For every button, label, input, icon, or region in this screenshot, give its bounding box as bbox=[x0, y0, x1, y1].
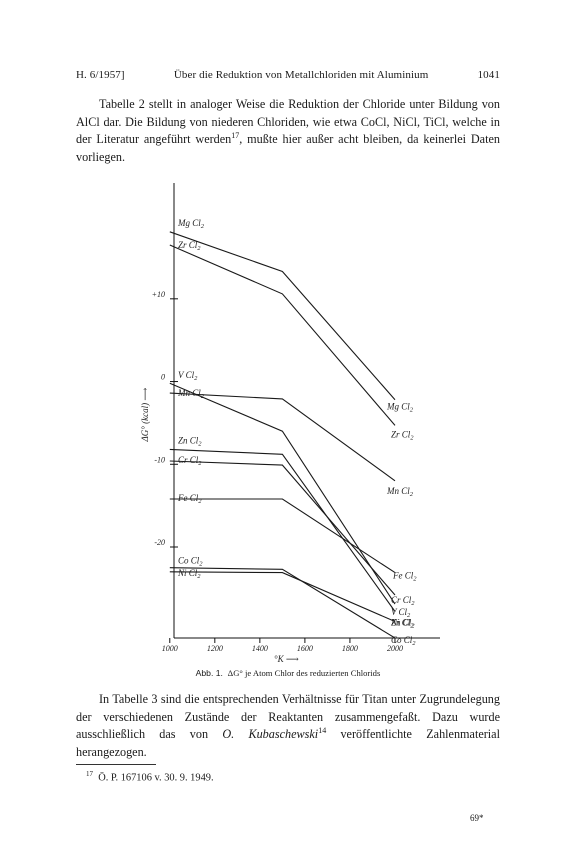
y-axis-label: ΔG° (kcal) ⟶ bbox=[140, 388, 150, 443]
paragraph-1-ref: 17 bbox=[231, 131, 240, 141]
series-right-label-2: Mn Cl2 bbox=[386, 486, 414, 498]
figure-caption-text: ΔG° je Atom Chlor des reduzierten Chlori… bbox=[227, 668, 381, 678]
figure-caption: Abb. 1. ΔG° je Atom Chlor des reduzierte… bbox=[0, 668, 576, 678]
series-line-1 bbox=[169, 244, 396, 426]
series-right-label-1: Zr Cl2 bbox=[391, 429, 414, 441]
footnote-ref: 17 bbox=[86, 770, 93, 778]
paragraph-2-author: O. Kubaschewski bbox=[222, 727, 319, 742]
paragraph-2: In Tabelle 3 sind die entsprechenden Ver… bbox=[76, 691, 500, 761]
series-left-label-1: Zr Cl2 bbox=[178, 240, 201, 252]
series-right-label-5: Cr Cl2 bbox=[391, 595, 415, 607]
series-right-label-0: Mg Cl2 bbox=[386, 402, 414, 414]
figure-caption-label: Abb. 1. bbox=[195, 668, 223, 678]
x-axis-label: °K ⟶ bbox=[274, 654, 299, 664]
series-line-7 bbox=[169, 567, 396, 639]
series-right-label-6: Fe Cl2 bbox=[392, 571, 417, 583]
footnote-text: Ö. P. 167106 v. 30. 9. 1949. bbox=[98, 772, 214, 784]
series-left-label-5: Cr Cl2 bbox=[178, 455, 202, 467]
series-line-2 bbox=[169, 392, 396, 482]
chart-labels: Mg Cl2 Mg Cl2 Zr Cl2 Zr Cl2 Mn Cl2 Mn Cl2 V Cl… bbox=[177, 218, 417, 647]
x-tick-label: 1800 bbox=[342, 644, 358, 653]
series-line-5 bbox=[169, 460, 396, 596]
series-left-label-4: Zn Cl2 bbox=[178, 435, 202, 447]
paragraph-1-text-a: Tabelle 2 stellt in analoger Weise die R… bbox=[76, 97, 500, 147]
y-tick-label: -10 bbox=[154, 455, 165, 464]
header-page-number: 1041 bbox=[477, 69, 500, 81]
series-left-label-7: Co Cl2 bbox=[178, 556, 203, 568]
series-left-label-6: Fe Cl2 bbox=[177, 493, 202, 505]
series-left-label-2: Mn Cl2 bbox=[177, 388, 205, 400]
running-header: H. 6/1957] Über die Reduktion von Metall… bbox=[76, 69, 500, 81]
chart-axes: +10 0 -10 -20 1000 1200 1400 1600 1800 2000 °K ⟶ ΔG… bbox=[140, 183, 440, 664]
series-right-label-8: Ni Cl2 bbox=[390, 617, 414, 629]
series-right-label-4: Zn Cl2 bbox=[391, 618, 415, 630]
series-line-4 bbox=[169, 448, 396, 612]
series-left-label-3: V Cl2 bbox=[178, 370, 198, 382]
x-tick-label: 1200 bbox=[207, 644, 223, 653]
y-tick-label: 0 bbox=[161, 373, 165, 382]
series-left-label-8: Ni Cl2 bbox=[177, 568, 201, 580]
series-left-label-0: Mg Cl2 bbox=[177, 218, 205, 230]
header-volume: H. 6/1957] bbox=[76, 69, 125, 81]
x-tick-label: 1400 bbox=[252, 644, 268, 653]
y-tick-label: +10 bbox=[152, 290, 165, 299]
page-marker: 69* bbox=[470, 813, 484, 823]
series-right-label-7: Co Cl2 bbox=[391, 635, 416, 647]
series-line-0 bbox=[169, 231, 396, 401]
x-tick-label: 2000 bbox=[387, 644, 403, 653]
paragraph-2-ref: 14 bbox=[318, 726, 327, 736]
paragraph-2-text-a: In Tabelle 3 sind die entsprechenden Ver… bbox=[76, 692, 500, 742]
x-tick-label: 1000 bbox=[162, 644, 178, 653]
series-line-3 bbox=[169, 382, 396, 605]
series-line-6 bbox=[169, 498, 396, 574]
x-tick-label: 1600 bbox=[297, 644, 313, 653]
series-line-8 bbox=[169, 571, 396, 623]
paragraph-2-text-b: veröffentlichte Zahlenmaterial herangezo… bbox=[76, 727, 500, 759]
paragraph-1: Tabelle 2 stellt in analoger Weise die R… bbox=[76, 96, 500, 166]
chart-series bbox=[169, 231, 396, 639]
y-tick-label: -20 bbox=[154, 538, 165, 547]
footnote-rule bbox=[76, 764, 156, 765]
header-title: Über die Reduktion von Metallchloriden m… bbox=[173, 69, 429, 81]
footnote: 17 Ö. P. 167106 v. 30. 9. 1949. bbox=[86, 770, 214, 783]
series-right-label-3: V Cl2 bbox=[391, 607, 411, 619]
paragraph-1-text-b: , mußte hier außer acht bleiben, da kein… bbox=[76, 132, 500, 164]
